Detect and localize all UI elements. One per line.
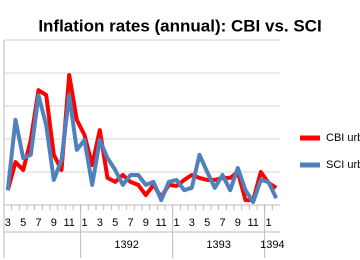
x-tick-label: 3 xyxy=(5,217,11,229)
x-tick-label: 7 xyxy=(127,217,133,229)
chart-title: Inflation rates (annual): CBI vs. SCI xyxy=(38,16,321,35)
x-tick-label: 5 xyxy=(112,217,118,229)
x-tick-label: 1 xyxy=(265,217,271,229)
series-line xyxy=(5,73,278,203)
x-tick-label: 9 xyxy=(143,217,149,229)
x-tick-label: 5 xyxy=(204,217,210,229)
x-tick-label: 3 xyxy=(97,217,103,229)
x-tick-label: 11 xyxy=(247,217,258,229)
x-tick-label: 9 xyxy=(235,217,241,229)
x-tick-label: 11 xyxy=(63,217,74,229)
x-tick-label: 7 xyxy=(219,217,225,229)
x-tick-label: 7 xyxy=(35,217,41,229)
x-tick-label: 1 xyxy=(173,217,179,229)
x-tick-label: 3 xyxy=(189,217,195,229)
x-tick-label: 5 xyxy=(20,217,26,229)
x-tick-label: 11 xyxy=(155,217,166,229)
year-label: 1393 xyxy=(206,239,230,251)
year-label: 1392 xyxy=(114,239,138,251)
x-tick-label: 1 xyxy=(81,217,87,229)
legend-label: CBI urb xyxy=(326,132,360,144)
x-tick-label: 9 xyxy=(51,217,57,229)
legend-label: SCI urb xyxy=(326,159,360,171)
series-line xyxy=(5,93,279,204)
year-label: 1394 xyxy=(260,239,284,251)
